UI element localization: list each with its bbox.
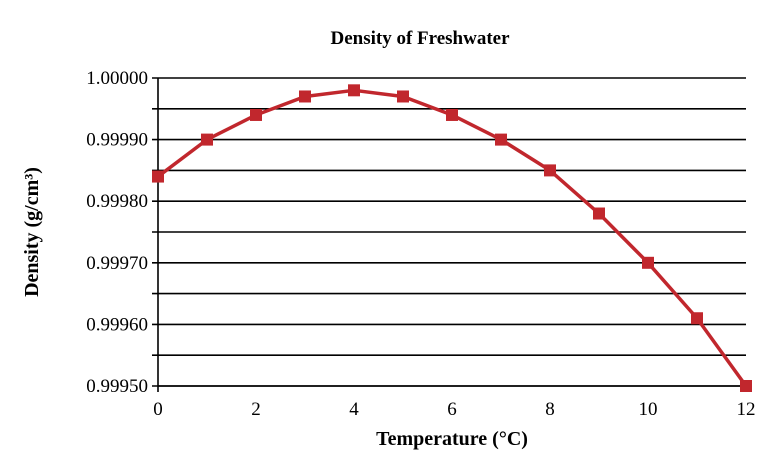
data-point <box>740 380 752 392</box>
chart-title: Density of Freshwater <box>330 28 510 49</box>
data-point <box>201 133 213 146</box>
x-tick-label: 8 <box>545 399 555 420</box>
data-point <box>691 312 703 325</box>
y-tick-label: 0.99960 <box>86 314 148 335</box>
data-point <box>397 90 409 103</box>
y-tick-label: 0.99980 <box>86 191 148 212</box>
data-point <box>544 164 556 177</box>
data-point <box>593 207 605 220</box>
data-point <box>299 90 311 103</box>
data-point <box>495 133 507 146</box>
y-tick-label: 0.99990 <box>86 130 148 151</box>
data-point <box>446 108 458 121</box>
y-tick-label: 0.99970 <box>86 253 148 274</box>
data-point <box>348 84 360 97</box>
y-tick-label: 1.00000 <box>86 68 148 89</box>
data-point <box>642 256 654 269</box>
series-line <box>156 88 748 388</box>
y-tick-label: 0.99950 <box>86 376 148 397</box>
x-tick-label: 12 <box>737 399 756 420</box>
x-tick-label: 10 <box>639 399 658 420</box>
y-axis-label: Density (g/cm³) <box>21 167 43 297</box>
x-tick-label: 2 <box>251 399 261 420</box>
x-tick-label: 0 <box>153 399 163 420</box>
x-tick-label: 4 <box>349 399 359 420</box>
x-tick-label: 6 <box>447 399 457 420</box>
data-point <box>250 108 262 121</box>
data-point <box>152 170 164 183</box>
x-axis-label: Temperature (°C) <box>376 428 528 450</box>
